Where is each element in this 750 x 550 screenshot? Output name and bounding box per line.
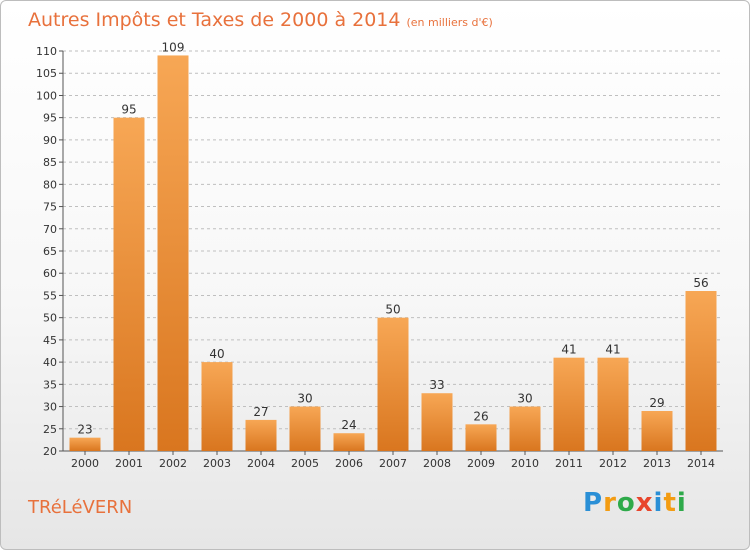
data-label: 41 — [605, 343, 620, 357]
x-tick-label: 2000 — [71, 457, 99, 470]
logo-letter: t — [663, 488, 677, 518]
y-tick-label: 35 — [43, 378, 57, 391]
logo-letter: r — [603, 488, 617, 518]
data-label: 30 — [297, 392, 312, 406]
bar — [201, 362, 233, 451]
y-tick-label: 80 — [43, 178, 57, 191]
bar — [245, 419, 277, 451]
bar — [685, 291, 717, 451]
x-tick-label: 2008 — [423, 457, 451, 470]
data-label: 50 — [385, 303, 400, 317]
bar — [333, 433, 365, 451]
data-label: 30 — [517, 392, 532, 406]
y-tick-label: 65 — [43, 245, 57, 258]
data-label: 29 — [649, 396, 664, 410]
y-tick-label: 45 — [43, 334, 57, 347]
y-tick-label: 25 — [43, 423, 57, 436]
bar — [509, 406, 541, 451]
x-tick-label: 2012 — [599, 457, 627, 470]
y-tick-label: 70 — [43, 223, 57, 236]
data-label: 109 — [162, 40, 185, 54]
x-tick-label: 2011 — [555, 457, 583, 470]
data-label: 23 — [77, 423, 92, 437]
bar — [465, 424, 497, 451]
bar — [289, 406, 321, 451]
y-tick-label: 75 — [43, 201, 57, 214]
data-label: 95 — [121, 103, 136, 117]
x-tick-label: 2010 — [511, 457, 539, 470]
bar — [113, 117, 145, 452]
logo-letter: i — [676, 488, 687, 518]
chart-subtitle: (en milliers d'€) — [406, 16, 493, 29]
logo-letter: P — [583, 488, 604, 518]
data-label: 27 — [253, 405, 268, 419]
chart-title-text: Autres Impôts et Taxes de 2000 à 2014 — [28, 9, 401, 31]
y-tick-label: 60 — [43, 267, 57, 280]
x-tick-label: 2014 — [687, 457, 715, 470]
bar — [421, 393, 453, 451]
data-label: 33 — [429, 378, 444, 392]
bar — [69, 437, 101, 451]
y-tick-label: 20 — [43, 445, 57, 458]
bar — [641, 411, 673, 451]
y-tick-label: 100 — [36, 89, 57, 102]
bar — [553, 357, 585, 451]
y-tick-label: 90 — [43, 134, 57, 147]
logo-letter: o — [616, 488, 636, 518]
x-tick-label: 2002 — [159, 457, 187, 470]
logo-letter: x — [635, 488, 654, 518]
x-tick-label: 2005 — [291, 457, 319, 470]
data-label: 26 — [473, 409, 488, 423]
y-tick-label: 40 — [43, 356, 57, 369]
logo-letter: i — [653, 488, 664, 518]
x-tick-label: 2004 — [247, 457, 275, 470]
bar — [377, 317, 409, 451]
x-tick-label: 2007 — [379, 457, 407, 470]
bar — [157, 55, 189, 451]
commune-name: TRéLéVERN — [28, 497, 133, 518]
x-tick-label: 2006 — [335, 457, 363, 470]
x-tick-label: 2013 — [643, 457, 671, 470]
data-label: 56 — [693, 276, 708, 290]
chart-title: Autres Impôts et Taxes de 2000 à 2014 (en… — [28, 9, 493, 31]
x-tick-label: 2003 — [203, 457, 231, 470]
y-tick-label: 50 — [43, 312, 57, 325]
y-tick-label: 85 — [43, 156, 57, 169]
bar — [597, 357, 629, 451]
y-tick-label: 110 — [36, 45, 57, 58]
x-tick-label: 2009 — [467, 457, 495, 470]
data-label: 40 — [209, 347, 224, 361]
y-tick-label: 105 — [36, 67, 57, 80]
data-label: 24 — [341, 418, 356, 432]
y-tick-label: 55 — [43, 289, 57, 302]
y-tick-label: 95 — [43, 112, 57, 125]
x-tick-label: 2001 — [115, 457, 143, 470]
data-label: 41 — [561, 343, 576, 357]
y-tick-label: 30 — [43, 401, 57, 414]
proxiti-logo: Proxiti — [583, 488, 687, 518]
